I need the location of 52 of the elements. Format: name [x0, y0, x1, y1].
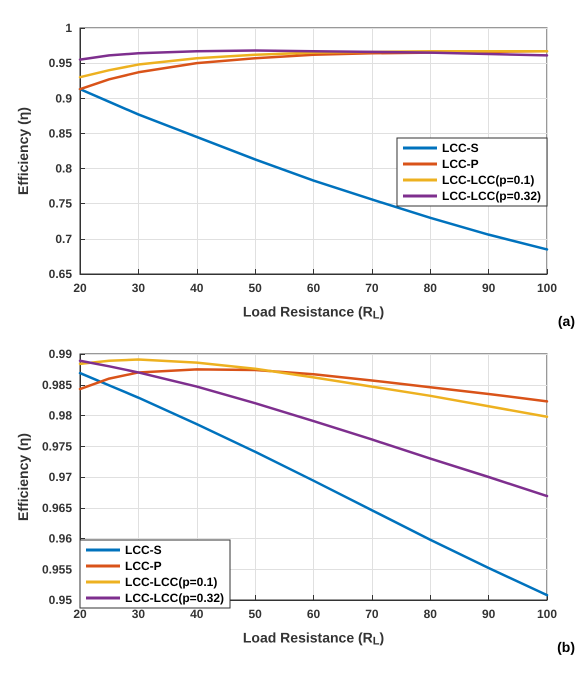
x-tick-label: 80 [424, 607, 438, 621]
line-series [78, 358, 548, 418]
text: (b) [557, 639, 576, 655]
x-tick-label: 70 [365, 281, 379, 295]
y-tick-label: 0.985 [42, 378, 72, 392]
line-series [78, 88, 548, 251]
x-tick-label: 90 [482, 281, 496, 295]
x-tick-label: 100 [536, 607, 558, 621]
line-series [78, 360, 548, 498]
y-tick-label: 0.975 [42, 439, 72, 454]
legend-label: LCC-LCC(p=0.1) [442, 173, 534, 187]
legend-label: LCC-S [442, 141, 479, 155]
x-tick-label: 40 [190, 281, 204, 295]
y-axis-title: Efficiency (η) [15, 107, 31, 195]
x-tick-label: 20 [73, 281, 87, 295]
x-tick-label: 70 [365, 607, 379, 621]
legend-label: LCC-LCC(p=0.32) [125, 591, 224, 605]
x-tick-label: 30 [132, 607, 146, 621]
x-tick-label: 100 [536, 281, 558, 295]
y-tick-label: 0.99 [48, 347, 72, 361]
legend-label: LCC-LCC(p=0.32) [442, 189, 542, 203]
y-tick-label: 0.96 [48, 532, 72, 546]
text: (a) [558, 313, 576, 329]
y-tick-label: 0.65 [48, 267, 72, 281]
x-tick-label: 40 [190, 607, 204, 621]
y-tick-label: 0.955 [42, 562, 72, 576]
line-series [78, 49, 548, 61]
y-tick-label: 0.98 [48, 408, 72, 422]
x-tick-label: 60 [306, 281, 320, 295]
x-tick-label: 80 [424, 281, 438, 295]
y-tick-label: 0.95 [48, 56, 72, 70]
x-tick-label: 50 [248, 281, 262, 295]
y-axis-title: Efficiency (η) [15, 433, 31, 521]
legend-label: LCC-LCC(p=0.1) [125, 575, 218, 589]
x-tick-label: 90 [482, 607, 496, 621]
y-tick-label: 0.9 [55, 91, 72, 106]
y-tick-label: 0.95 [48, 593, 72, 607]
y-tick-label: 0.8 [55, 162, 72, 176]
legend-label: LCC-P [442, 157, 479, 171]
line-series [78, 368, 548, 403]
x-tick-label: 30 [132, 281, 146, 295]
legend-label: LCC-S [125, 543, 162, 557]
y-tick-label: 0.75 [48, 196, 72, 211]
y-tick-label: 0.85 [48, 126, 72, 140]
y-tick-label: 0.965 [42, 500, 72, 515]
y-tick-label: 1 [65, 21, 72, 35]
x-tick-label: 20 [73, 607, 87, 621]
y-tick-label: 0.97 [48, 470, 72, 484]
x-tick-label: 60 [306, 607, 320, 621]
y-tick-label: 0.7 [55, 232, 72, 246]
x-tick-label: 50 [248, 607, 262, 621]
legend-label: LCC-P [125, 559, 162, 573]
